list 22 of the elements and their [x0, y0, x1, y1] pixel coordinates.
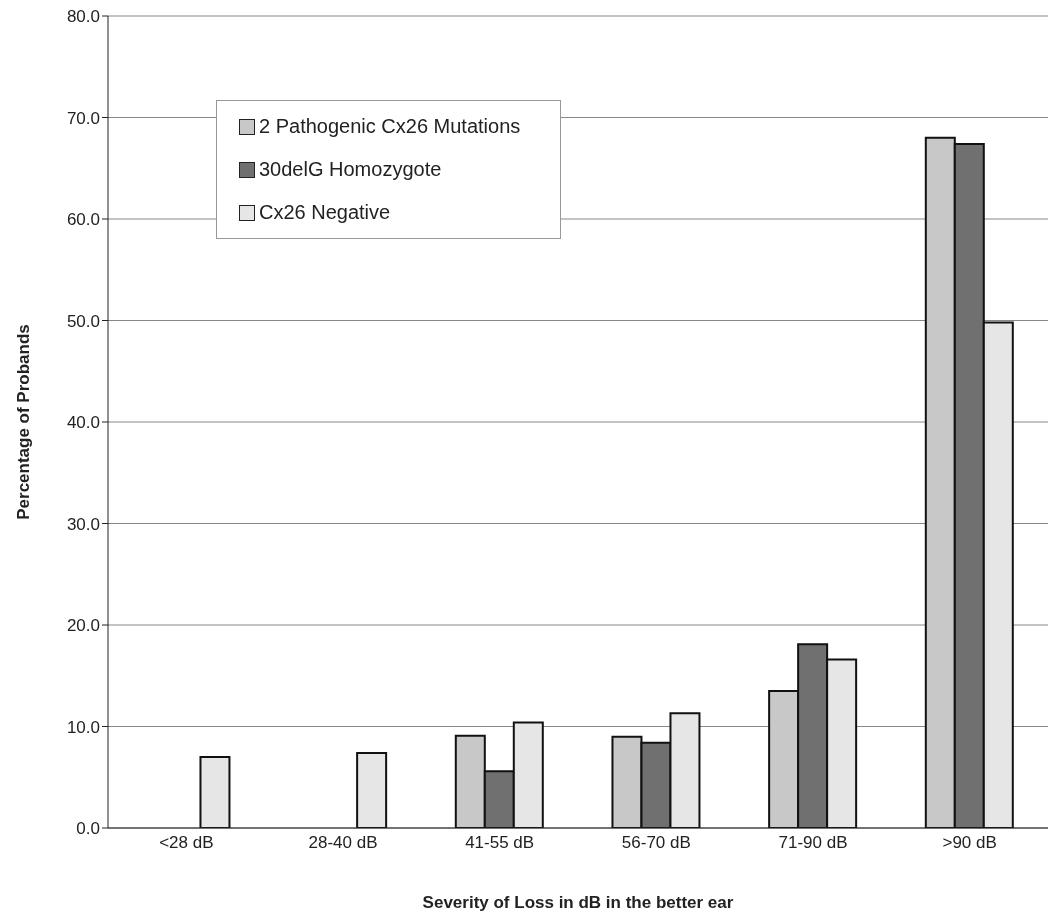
x-tick-label: >90 dB — [942, 833, 997, 853]
legend-label: 30delG Homozygote — [259, 158, 442, 181]
x-tick-label: <28 dB — [159, 833, 214, 853]
y-tick-label: 60.0 — [66, 210, 100, 230]
y-tick-label: 70.0 — [66, 108, 100, 128]
y-tick-label: 10.0 — [66, 717, 100, 737]
x-axis-title: Severity of Loss in dB in the better ear — [422, 893, 734, 912]
legend-label: Cx26 Negative — [259, 201, 391, 224]
bar — [356, 751, 388, 828]
x-tick-label: 71-90 dB — [778, 833, 848, 853]
bar — [199, 755, 231, 828]
y-tick-label: 40.0 — [66, 413, 100, 433]
x-tick-label: 56-70 dB — [621, 833, 691, 853]
y-tick-label: 50.0 — [66, 311, 100, 331]
y-tick-label: 30.0 — [66, 514, 100, 534]
x-tick-label: 28-40 dB — [308, 833, 378, 853]
y-tick-label: 0.0 — [76, 819, 100, 839]
y-tick-label: 80.0 — [66, 7, 100, 27]
legend-label: 2 Pathogenic Cx26 Mutations — [259, 115, 521, 138]
y-axis-title: Percentage of Probands — [14, 324, 34, 520]
x-tick-label: 41-55 dB — [465, 833, 535, 853]
y-tick-label: 20.0 — [66, 616, 100, 636]
